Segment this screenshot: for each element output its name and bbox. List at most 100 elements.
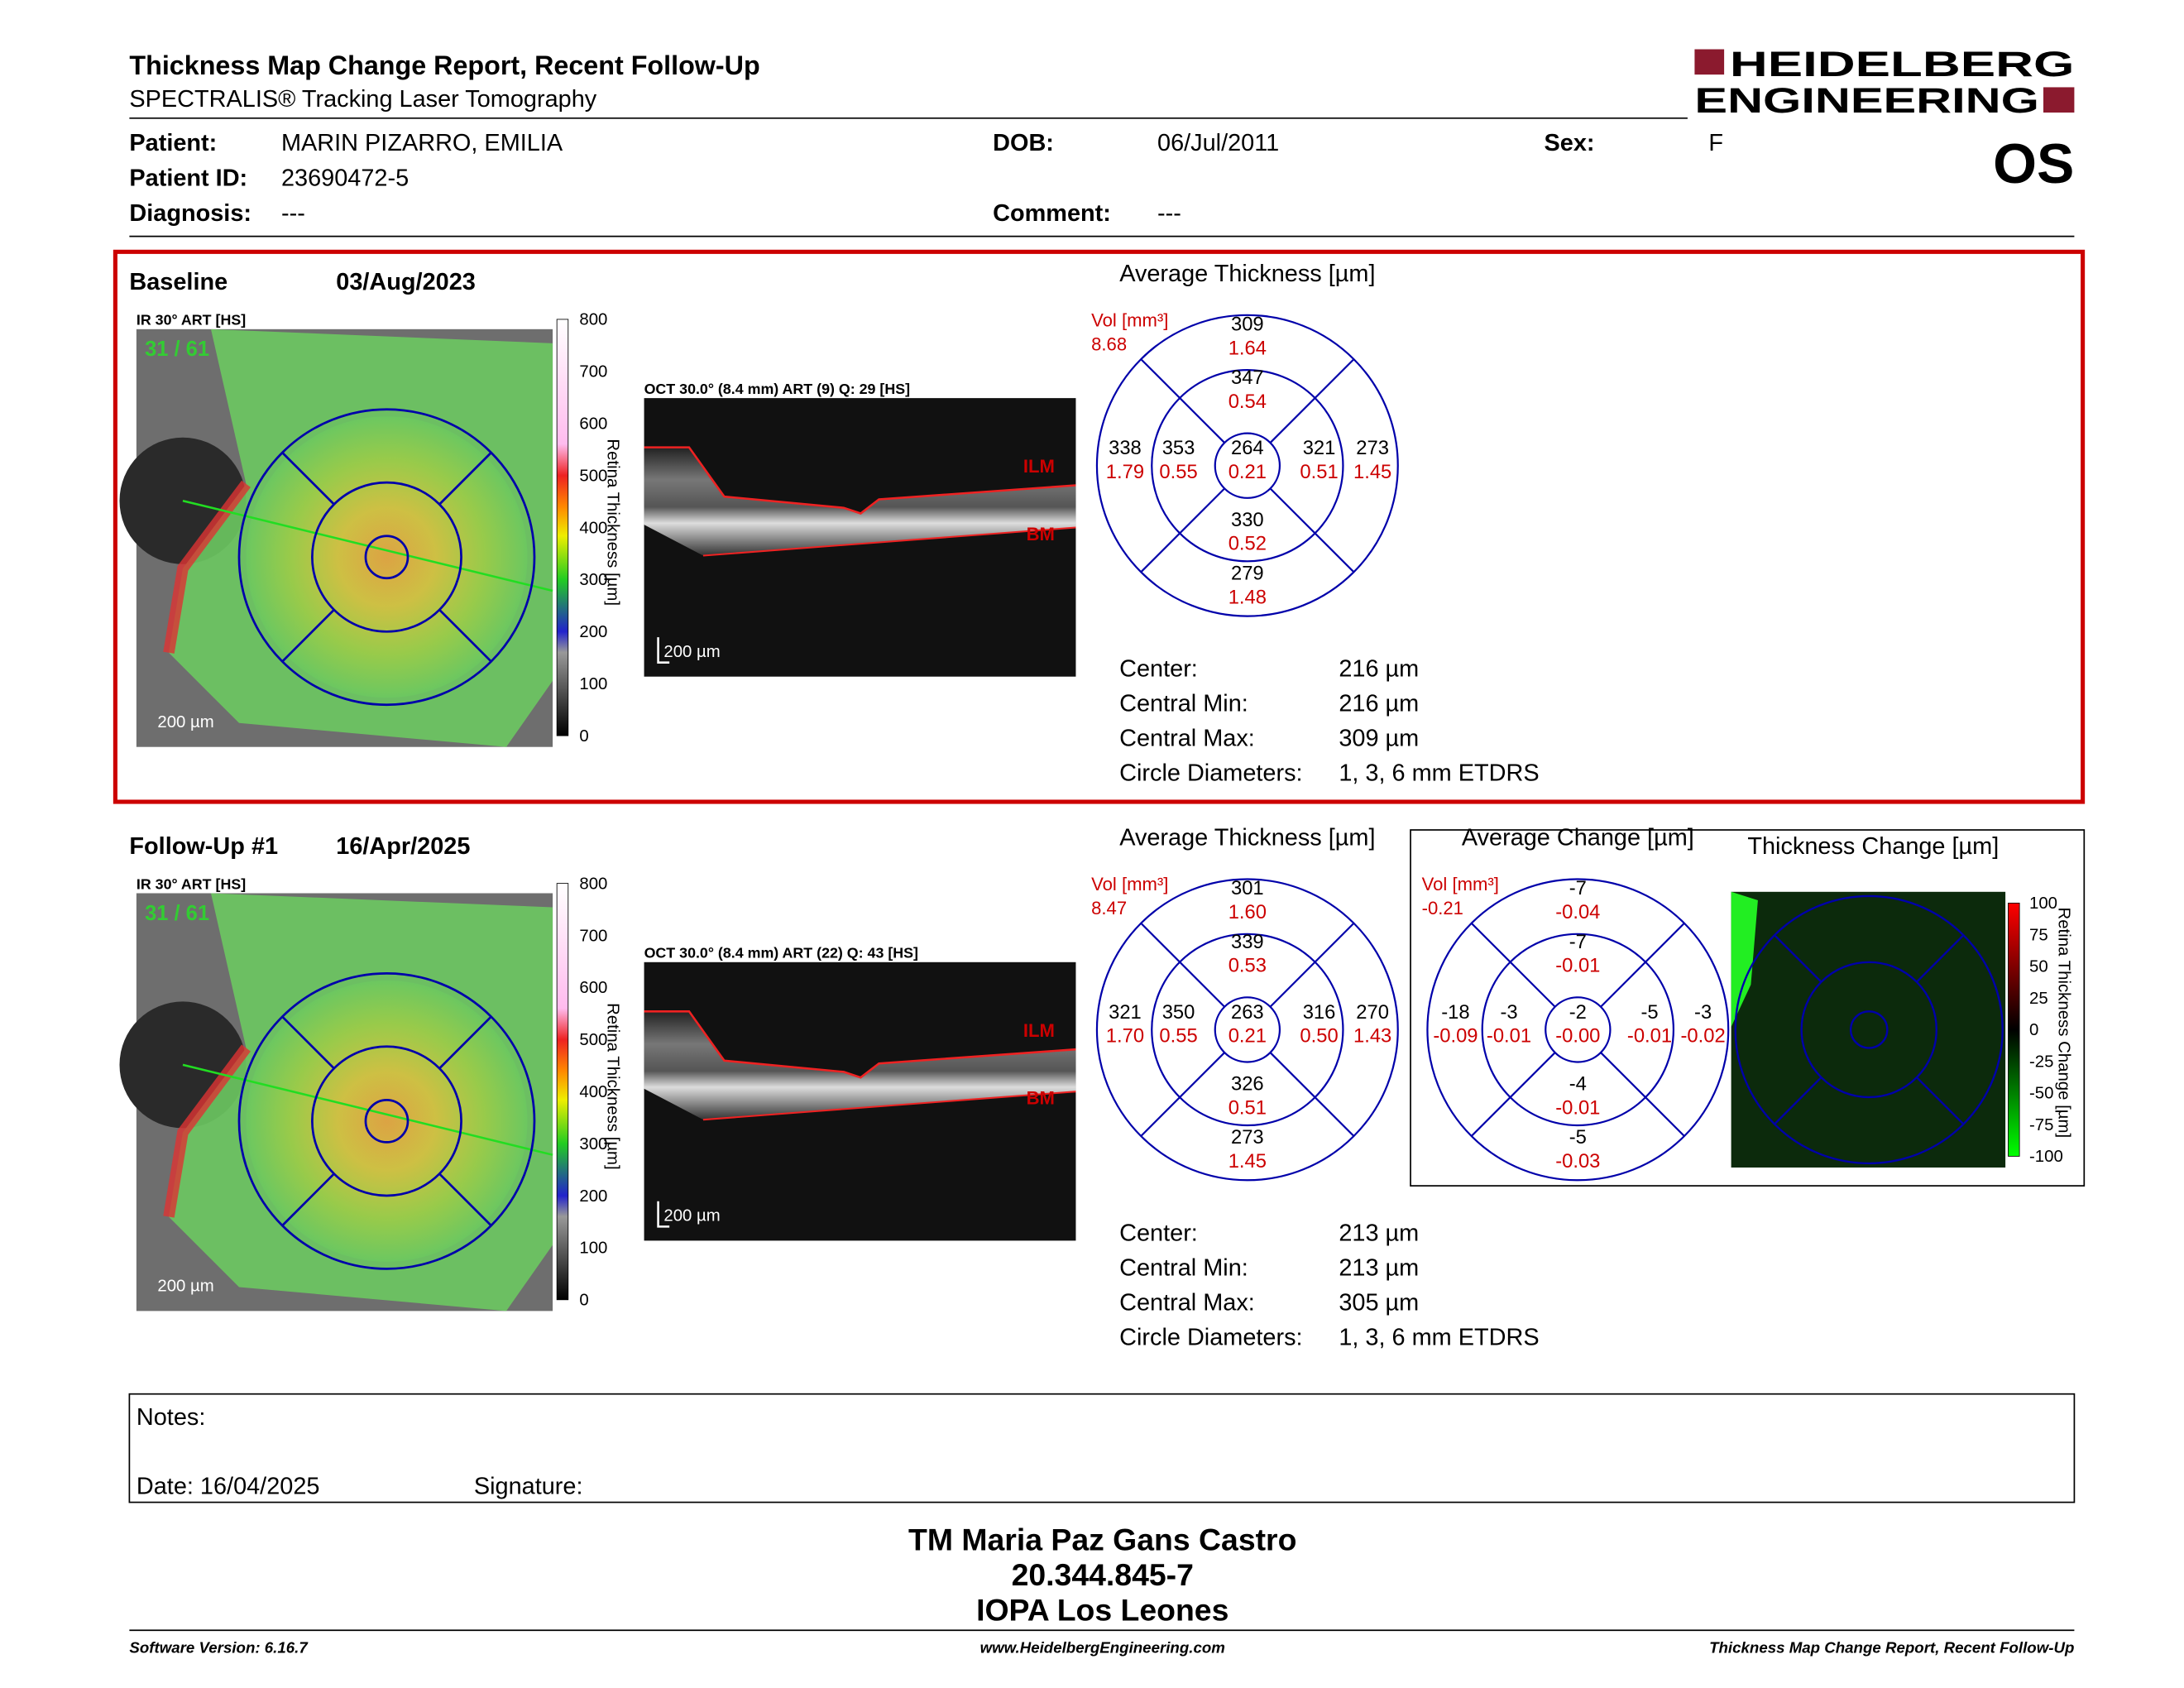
colorbar-tick: 600 [579,979,607,997]
sector-volume: 1.60 [1228,901,1267,923]
sector-volume: -0.01 [1555,1096,1600,1119]
field-value: 23690472-5 [281,165,409,191]
stat-label: Circle Diameters: [1119,760,1302,787]
colorbar-tick: 700 [579,363,607,381]
sector-thickness: 353 [1162,437,1195,459]
ilm-label: ILM [1023,1020,1055,1041]
vol-label: Vol [mm³] [1091,874,1168,894]
ir-label: IR 30° ART [HS] [136,312,246,328]
vol-label: Vol [mm³] [1422,874,1499,894]
colorbar-tick: 300 [579,1135,607,1153]
field-label: Comment: [993,200,1111,227]
sector-thickness: 316 [1303,1001,1336,1024]
change-ring [1800,961,1938,1099]
fundus-divider [281,608,335,663]
sector-thickness: 339 [1231,931,1264,953]
grid-title: Average Thickness [µm] [1119,261,1375,287]
sector-volume: -0.04 [1555,901,1600,923]
sector-volume: 0.21 [1228,1025,1267,1048]
colorbar-tick: 75 [2029,926,2048,944]
exam-label: Follow-Up #1 [129,833,278,860]
etdrs-divider [1470,1052,1556,1137]
scale-label: 200 µm [663,1207,720,1225]
oct-label: OCT 30.0° (8.4 mm) ART (22) Q: 43 [HS] [644,945,918,961]
colorbar-tick: 400 [579,519,607,537]
bm-label: BM [1027,1087,1055,1108]
sector-thickness: -18 [1441,1001,1469,1024]
sector-volume: -0.03 [1555,1150,1600,1172]
field-value: --- [281,200,305,227]
sector-thickness: 279 [1231,562,1264,584]
etdrs-divider [1140,487,1225,573]
exam-date: 03/Aug/2023 [336,269,476,295]
fundus-ring [311,481,462,633]
sector-volume: 0.55 [1159,1025,1197,1048]
bm-line [702,1091,1076,1121]
change-ring [1849,1010,1889,1049]
sector-thickness: -5 [1569,1126,1587,1149]
sector-volume: 0.54 [1228,391,1267,413]
sector-volume: 0.21 [1228,461,1267,483]
fundus-divider [281,452,335,506]
fundus-ring [364,535,410,580]
change-divider [1916,934,1965,983]
sector-volume: -0.09 [1433,1025,1478,1048]
signer-line: 20.344.845-7 [1012,1557,1194,1592]
sector-thickness: 326 [1231,1072,1264,1095]
colorbar-tick: 200 [579,623,607,641]
change-divider [1774,1077,1822,1125]
sector-thickness: -3 [1694,1001,1712,1024]
sector-thickness: -7 [1569,931,1587,953]
sector-volume: 0.52 [1228,533,1267,555]
eye-label: OS [1993,132,2074,195]
change-divider [1916,1077,1965,1125]
stat-label: Central Max: [1119,1289,1255,1316]
field-value: F [1708,130,1723,156]
sector-thickness: 263 [1231,1001,1264,1024]
logo-block [2043,87,2075,113]
stat-value: 305 µm [1339,1289,1419,1316]
stat-value: 213 µm [1339,1254,1419,1281]
stat-value: 216 µm [1339,656,1419,683]
etdrs-ring [1151,369,1344,563]
etdrs-ring [1214,996,1281,1063]
sector-thickness: -2 [1569,1001,1587,1024]
stat-label: Central Max: [1119,726,1255,752]
retina-band [644,1011,1076,1120]
sector-thickness: 301 [1231,877,1264,899]
notes-label: Notes: [136,1404,205,1431]
sector-thickness: 270 [1356,1001,1389,1024]
fundus-divider [438,1015,492,1070]
scale-bar [657,1201,670,1228]
stat-value: 309 µm [1339,726,1419,752]
colorbar-tick: 0 [579,1292,588,1310]
sector-volume: -0.01 [1487,1025,1531,1048]
change-divider [1774,934,1822,983]
sector-volume: -0.02 [1681,1025,1726,1048]
colorbar-tick: 600 [579,415,607,434]
colorbar-tick: -75 [2029,1116,2053,1134]
ilm-label: ILM [1023,456,1055,477]
colorbar-tick: 25 [2029,990,2048,1008]
sector-thickness: 273 [1231,1126,1264,1149]
sector-thickness: -7 [1569,877,1587,899]
etdrs-divider [1600,922,1685,1008]
colorbar [556,883,569,1301]
stat-label: Central Min: [1119,691,1248,717]
colorbar-title: Retina Thickness [µm] [603,1003,621,1170]
logo-text: HEIDELBERG [1730,46,2074,84]
stat-label: Central Min: [1119,1254,1248,1281]
exam-label: Baseline [129,269,228,295]
etdrs-divider [1269,358,1355,444]
etdrs-ring [1426,878,1730,1182]
notes-signature: Signature: [474,1473,583,1499]
bm-line [702,526,1076,557]
colorbar-tick: 800 [579,311,607,329]
logo-text: ENGINEERING [1694,82,2038,121]
fundus-ring [237,408,536,707]
sector-volume: 1.45 [1353,461,1391,483]
field-value: 06/Jul/2011 [1157,130,1279,156]
field-value: --- [1157,200,1181,227]
stat-value: 1, 3, 6 mm ETDRS [1339,760,1539,787]
colorbar-tick: 0 [2029,1021,2038,1039]
